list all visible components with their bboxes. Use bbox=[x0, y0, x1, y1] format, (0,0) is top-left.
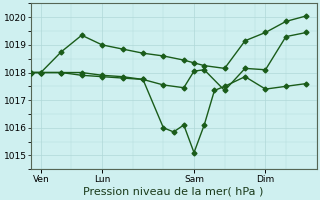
X-axis label: Pression niveau de la mer( hPa ): Pression niveau de la mer( hPa ) bbox=[84, 187, 264, 197]
